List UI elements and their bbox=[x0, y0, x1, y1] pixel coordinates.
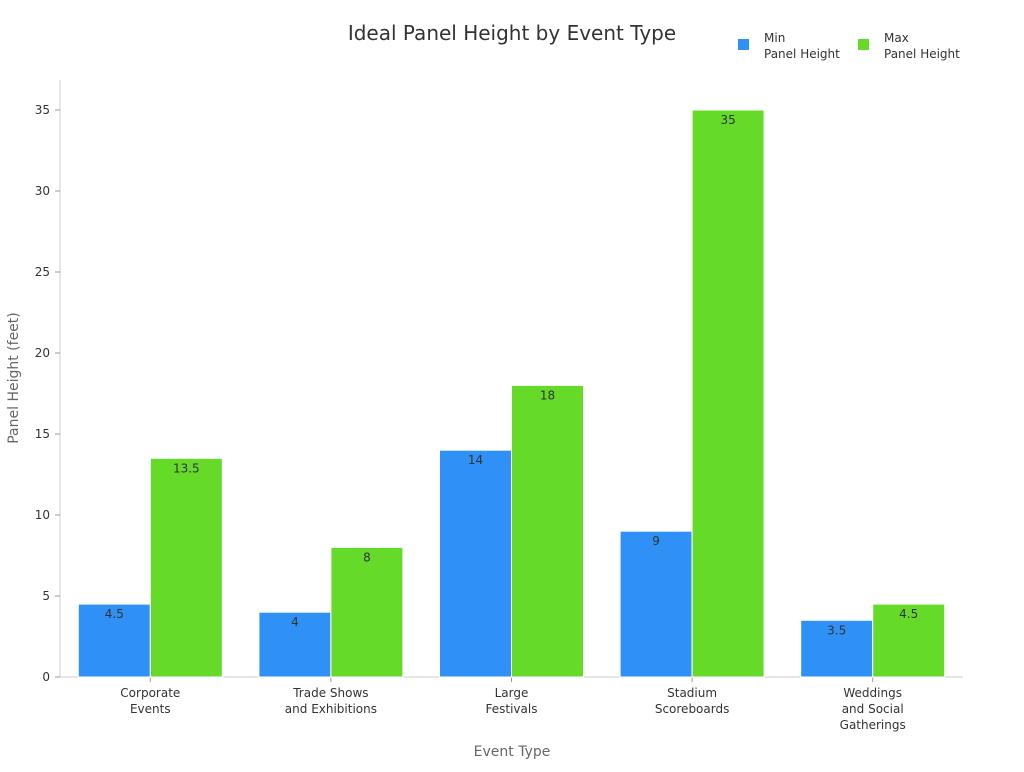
data-label: 8 bbox=[363, 550, 371, 564]
bar-max bbox=[691, 109, 765, 678]
bar-max bbox=[511, 384, 584, 678]
bar-min bbox=[77, 603, 151, 678]
data-label: 14 bbox=[468, 453, 483, 467]
data-label: 18 bbox=[540, 388, 555, 402]
y-axis-label: Panel Height (feet) bbox=[6, 312, 22, 444]
bar-min bbox=[619, 530, 693, 678]
data-label: 9 bbox=[652, 534, 660, 548]
legend-swatch bbox=[858, 39, 869, 50]
y-tick-label: 10 bbox=[35, 508, 50, 522]
legend-swatch bbox=[738, 39, 749, 50]
data-label: 3.5 bbox=[827, 623, 846, 637]
y-tick-label: 35 bbox=[35, 103, 50, 117]
bar-max bbox=[330, 546, 404, 678]
bar-max bbox=[149, 457, 223, 678]
y-tick-label: 0 bbox=[42, 670, 50, 684]
data-label: 4.5 bbox=[105, 607, 124, 621]
y-tick-label: 5 bbox=[42, 589, 50, 603]
y-tick-label: 15 bbox=[35, 427, 50, 441]
bar-min bbox=[258, 611, 332, 678]
x-tick-label: Stadium Scoreboards bbox=[655, 686, 730, 716]
y-tick-label: 30 bbox=[35, 184, 50, 198]
data-label: 35 bbox=[720, 113, 735, 127]
x-tick-label: Large Festivals bbox=[486, 686, 538, 716]
bar-min bbox=[800, 619, 874, 678]
x-tick-label: Corporate Events bbox=[120, 686, 180, 716]
bar-max bbox=[872, 603, 946, 678]
y-tick-label: 25 bbox=[35, 265, 50, 279]
data-label: 4 bbox=[291, 615, 299, 629]
chart-title: Ideal Panel Height by Event Type bbox=[348, 21, 676, 45]
data-label: 4.5 bbox=[899, 607, 918, 621]
legend-label: Min Panel Height bbox=[764, 31, 840, 61]
data-label: 13.5 bbox=[173, 461, 200, 475]
x-tick-label: Weddings and Social Gatherings bbox=[840, 686, 906, 732]
bar-min bbox=[439, 449, 512, 678]
y-tick-label: 20 bbox=[35, 346, 50, 360]
legend-label: Max Panel Height bbox=[884, 31, 960, 61]
x-tick-label: Trade Shows and Exhibitions bbox=[285, 686, 377, 716]
x-axis-label: Event Type bbox=[474, 744, 551, 760]
